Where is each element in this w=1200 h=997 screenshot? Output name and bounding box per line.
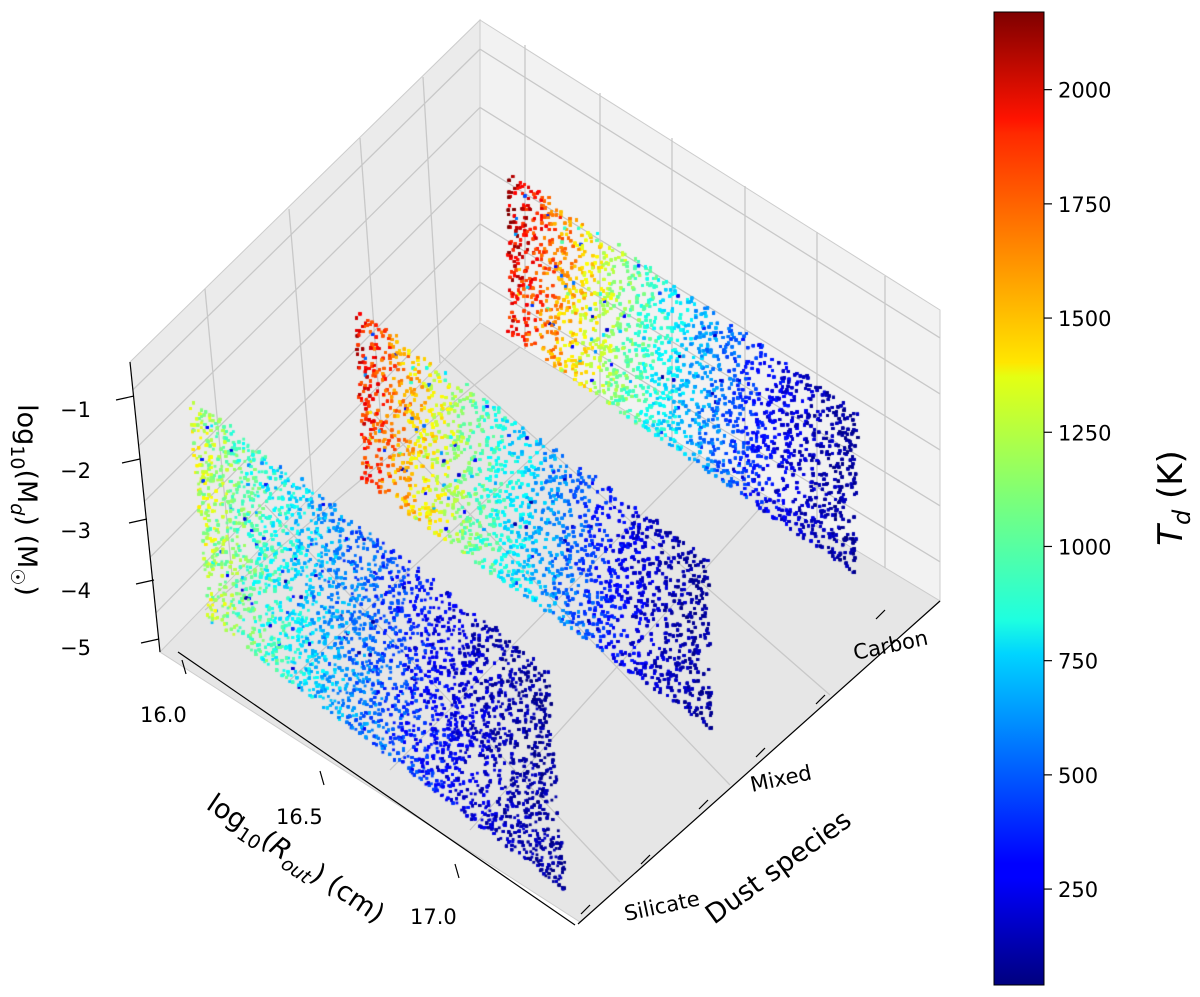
y-tick-label: Mixed bbox=[748, 761, 814, 797]
x-tick bbox=[454, 863, 460, 879]
z-tick-label: −1 bbox=[60, 398, 91, 422]
z-axis-label: log10(Md) (M☉) bbox=[6, 404, 42, 596]
x-tick-label: 16.5 bbox=[276, 805, 323, 829]
z-tick-label: −5 bbox=[60, 636, 91, 660]
y-tick bbox=[755, 747, 766, 758]
y-tick bbox=[698, 799, 709, 810]
colorbar-tick-label: 2000 bbox=[1058, 79, 1111, 103]
x-axis-line bbox=[177, 651, 576, 926]
x-tick bbox=[319, 770, 325, 786]
colorbar-tick-label: 500 bbox=[1058, 764, 1098, 788]
y-tick bbox=[640, 854, 651, 865]
y-tick bbox=[580, 904, 591, 915]
y-axis-line bbox=[577, 600, 941, 925]
y-tick-label: Carbon bbox=[851, 626, 930, 665]
x-tick-label: 17.0 bbox=[410, 905, 457, 929]
z-tick bbox=[135, 579, 155, 585]
z-tick bbox=[121, 458, 141, 464]
z-tick bbox=[140, 638, 160, 644]
z-tick-label: −4 bbox=[60, 579, 91, 603]
axis-ticks bbox=[115, 395, 886, 915]
colorbar-tick-label: 1250 bbox=[1058, 421, 1111, 445]
colorbar-tick-label: 1500 bbox=[1058, 307, 1111, 331]
colorbar-tick-label: 750 bbox=[1058, 650, 1098, 674]
z-axis-line bbox=[129, 361, 161, 653]
colorbar-tick-label: 1750 bbox=[1058, 193, 1111, 217]
y-tick bbox=[815, 694, 826, 705]
colorbar-ticks: 250 500 750 1000 1250 1500 1750 2000 bbox=[1044, 79, 1111, 902]
z-tick bbox=[115, 395, 135, 401]
x-tick-label: 16.0 bbox=[140, 703, 187, 727]
y-axis-label: Dust species bbox=[700, 804, 857, 930]
colorbar-tick-label: 250 bbox=[1058, 878, 1098, 902]
x-tick bbox=[181, 659, 187, 675]
colorbar-tick-label: 1000 bbox=[1058, 535, 1111, 559]
z-tick bbox=[128, 518, 148, 524]
z-tick-label: −3 bbox=[60, 519, 91, 543]
colorbar bbox=[993, 11, 1045, 986]
colorbar-label: Td (K) bbox=[1151, 450, 1196, 546]
y-tick bbox=[875, 609, 886, 620]
z-tick-label: −2 bbox=[60, 459, 91, 483]
y-tick-label: Silicate bbox=[622, 887, 702, 926]
